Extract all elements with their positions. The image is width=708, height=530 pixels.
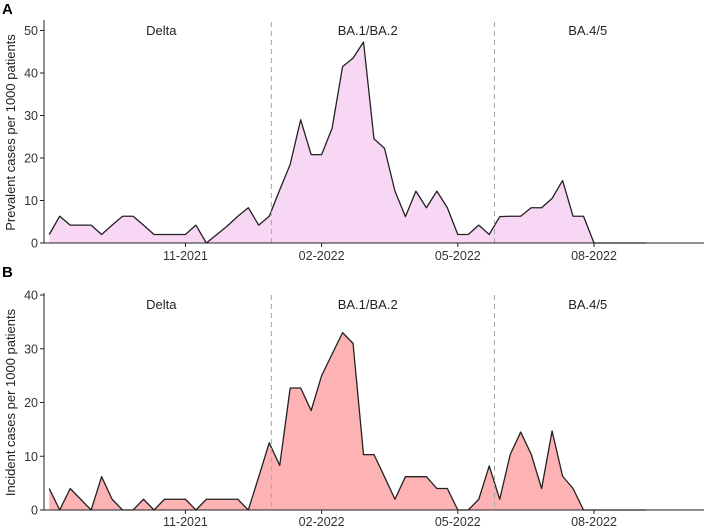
y-tick-label: 20 [24,152,38,166]
y-tick-label: 20 [24,396,38,410]
panel-a: A Delta BA.1/BA.2 BA.4/5 0 10 20 30 40 50 11-2021… [2,1,704,263]
panel-a-tag: A [2,1,13,18]
y-tick-label: 0 [31,237,38,251]
x-tick-label: 08-2022 [571,515,617,529]
x-tick-label: 11-2021 [163,249,208,263]
variant-label: BA.1/BA.2 [338,23,398,38]
panel-b: B Delta BA.1/BA.2 BA.4/5 0 10 20 30 40 11-2021 02… [2,264,704,529]
y-tick-label: 10 [24,450,38,464]
y-tick-label: 40 [24,289,38,303]
x-tick-label: 08-2022 [571,249,617,263]
y-tick-label: 50 [24,24,38,38]
x-tick-label: 02-2022 [299,249,345,263]
variant-label: Delta [146,297,177,312]
x-tick-label: 05-2022 [435,515,481,529]
y-axis-title: Incident cases per 1000 patients [3,308,18,496]
variant-label: Delta [146,23,177,38]
y-tick-label: 10 [24,194,38,208]
y-tick-label: 30 [24,342,38,356]
area-line [48,41,647,244]
area-line [48,331,647,511]
x-tick-label: 05-2022 [435,249,481,263]
x-tick-label: 11-2021 [163,515,208,529]
variant-label: BA.1/BA.2 [338,297,398,312]
y-axis-title: Prevalent cases per 1000 patients [3,34,18,231]
y-tick-label: 40 [24,67,38,81]
y-tick-label: 30 [24,109,38,123]
y-tick-label: 0 [31,504,38,518]
area-fill [49,332,647,510]
variant-label: BA.4/5 [568,297,607,312]
x-tick-label: 02-2022 [299,515,345,529]
area-fill [49,41,647,243]
variant-label: BA.4/5 [568,23,607,38]
panel-b-tag: B [2,264,13,281]
